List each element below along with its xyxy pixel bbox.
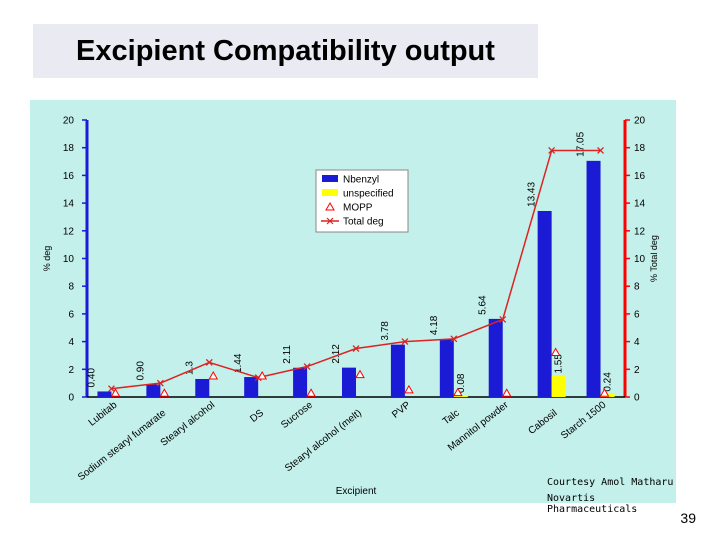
- bar-nbenzyl: [97, 391, 112, 397]
- data-label-nbenzyl: 13.43: [527, 182, 538, 207]
- credit-line-1: Courtesy Amol Matharu: [547, 477, 674, 488]
- category-label: Talc: [441, 408, 462, 428]
- data-label-nbenzyl: 0.90: [135, 361, 146, 381]
- point-total-deg: [303, 363, 311, 370]
- y-tick-label-left: 4: [68, 337, 74, 348]
- y-tick-label-left: 12: [63, 226, 75, 237]
- point-mopp: [404, 384, 414, 394]
- point-total-deg: [352, 345, 360, 352]
- point-mopp: [208, 370, 219, 380]
- point-mopp: [501, 388, 512, 397]
- y-tick-label-left: 14: [63, 199, 75, 210]
- y-tick-label-right: 20: [634, 116, 646, 127]
- data-label-nbenzyl: 5.64: [478, 295, 489, 315]
- y-tick-label-left: 20: [63, 116, 75, 127]
- point-mopp: [452, 387, 463, 397]
- point-mopp: [159, 388, 170, 397]
- y-tick-label-left: 6: [68, 309, 74, 320]
- bar-nbenzyl: [488, 318, 503, 397]
- data-label-nbenzyl: 0.40: [86, 368, 97, 388]
- legend-label: Nbenzyl: [343, 175, 379, 186]
- data-label-nbenzyl: 3.78: [380, 321, 391, 341]
- credit-line-2: Novartis Pharmaceuticals: [547, 493, 638, 515]
- category-label: Sucrose: [279, 399, 315, 431]
- category-label: PVP: [390, 399, 413, 420]
- title-box: Excipient Compatibility output: [33, 24, 538, 78]
- point-total-deg: [597, 147, 605, 154]
- point-total-deg: [401, 338, 409, 346]
- y-tick-label-right: 14: [634, 199, 646, 210]
- y-tick-label-left: 18: [63, 143, 75, 154]
- category-label: DS: [248, 408, 266, 425]
- bar-unspecified: [453, 395, 468, 397]
- point-total-deg: [450, 335, 458, 343]
- slide-title: Excipient Compatibility output: [76, 34, 495, 67]
- legend-swatch: [322, 175, 338, 182]
- data-label-unspecified: 1.55: [554, 354, 565, 374]
- category-label: Starch 1500: [559, 399, 609, 441]
- y-tick-label-right: 6: [634, 309, 640, 320]
- category-label: Lubitab: [87, 399, 120, 428]
- category-label: Cabosil: [526, 408, 559, 437]
- y-tick-label-right: 16: [634, 171, 646, 182]
- y-tick-label-left: 16: [63, 171, 75, 182]
- point-total-deg: [548, 147, 556, 154]
- bar-nbenzyl: [195, 378, 210, 397]
- y-tick-label-right: 2: [634, 365, 640, 376]
- data-label-nbenzyl: 2.11: [282, 345, 293, 364]
- data-label-nbenzyl: 17.05: [576, 131, 587, 156]
- category-label: Stearyl alcohol: [159, 400, 217, 449]
- point-total-deg: [499, 315, 507, 323]
- legend-label: MOPP: [343, 203, 373, 214]
- bar-nbenzyl: [146, 384, 161, 397]
- legend-label: Total deg: [343, 217, 384, 228]
- point-mopp: [355, 369, 365, 379]
- category-label: Mannitol powder: [446, 399, 511, 453]
- y-axis-title-left: % deg: [42, 246, 52, 272]
- y-tick-label-right: 4: [634, 337, 640, 348]
- legend-label: unspecified: [343, 189, 394, 200]
- y-axis-title-right: % Total deg: [649, 235, 659, 282]
- point-mopp: [257, 370, 268, 380]
- x-axis-title: Excipient: [336, 486, 377, 497]
- point-mopp: [306, 388, 316, 397]
- point-mopp: [110, 388, 121, 397]
- legend-swatch: [326, 217, 334, 225]
- y-tick-label-left: 0: [68, 393, 74, 404]
- bar-nbenzyl: [342, 367, 356, 397]
- data-label-nbenzyl: 2.12: [331, 344, 342, 364]
- bar-nbenzyl: [390, 344, 405, 397]
- y-tick-label-right: 18: [634, 143, 646, 154]
- y-tick-label-right: 0: [634, 393, 640, 404]
- bar-nbenzyl: [537, 210, 552, 397]
- data-label-unspecified: 0.08: [456, 373, 467, 393]
- bar-nbenzyl: [439, 339, 454, 397]
- point-mopp: [599, 388, 610, 397]
- bar-unspecified: [551, 375, 566, 397]
- y-tick-label-left: 8: [68, 282, 74, 293]
- point-total-deg: [107, 385, 115, 393]
- point-total-deg: [156, 379, 164, 387]
- point-total-deg: [205, 358, 213, 366]
- legend-swatch: [325, 201, 335, 211]
- chart: 0 0 2 2 4 4 6 6 8 8 10 10 12 12 14 14 16 16 18 18 20 20 % deg%…: [42, 116, 659, 498]
- data-label-nbenzyl: 1.44: [233, 353, 244, 373]
- bar-nbenzyl: [293, 367, 308, 397]
- data-label-nbenzyl: 1.3: [184, 361, 195, 375]
- y-tick-label-left: 10: [63, 254, 75, 265]
- bar-nbenzyl: [244, 377, 259, 397]
- data-label-unspecified: 0.24: [603, 372, 614, 392]
- y-tick-label-left: 2: [68, 365, 74, 376]
- y-tick-label-right: 12: [634, 226, 646, 237]
- y-tick-label-right: 8: [634, 282, 640, 293]
- page-number: 39: [680, 510, 696, 526]
- y-tick-label-right: 10: [634, 254, 646, 265]
- bar-nbenzyl: [586, 160, 601, 397]
- chart-area: 0 0 2 2 4 4 6 6 8 8 10 10 12 12 14 14 16 16 18 18 20 20 % deg%…: [30, 100, 676, 515]
- data-label-nbenzyl: 4.18: [429, 315, 440, 335]
- point-mopp: [550, 347, 561, 356]
- legend-swatch: [322, 189, 338, 196]
